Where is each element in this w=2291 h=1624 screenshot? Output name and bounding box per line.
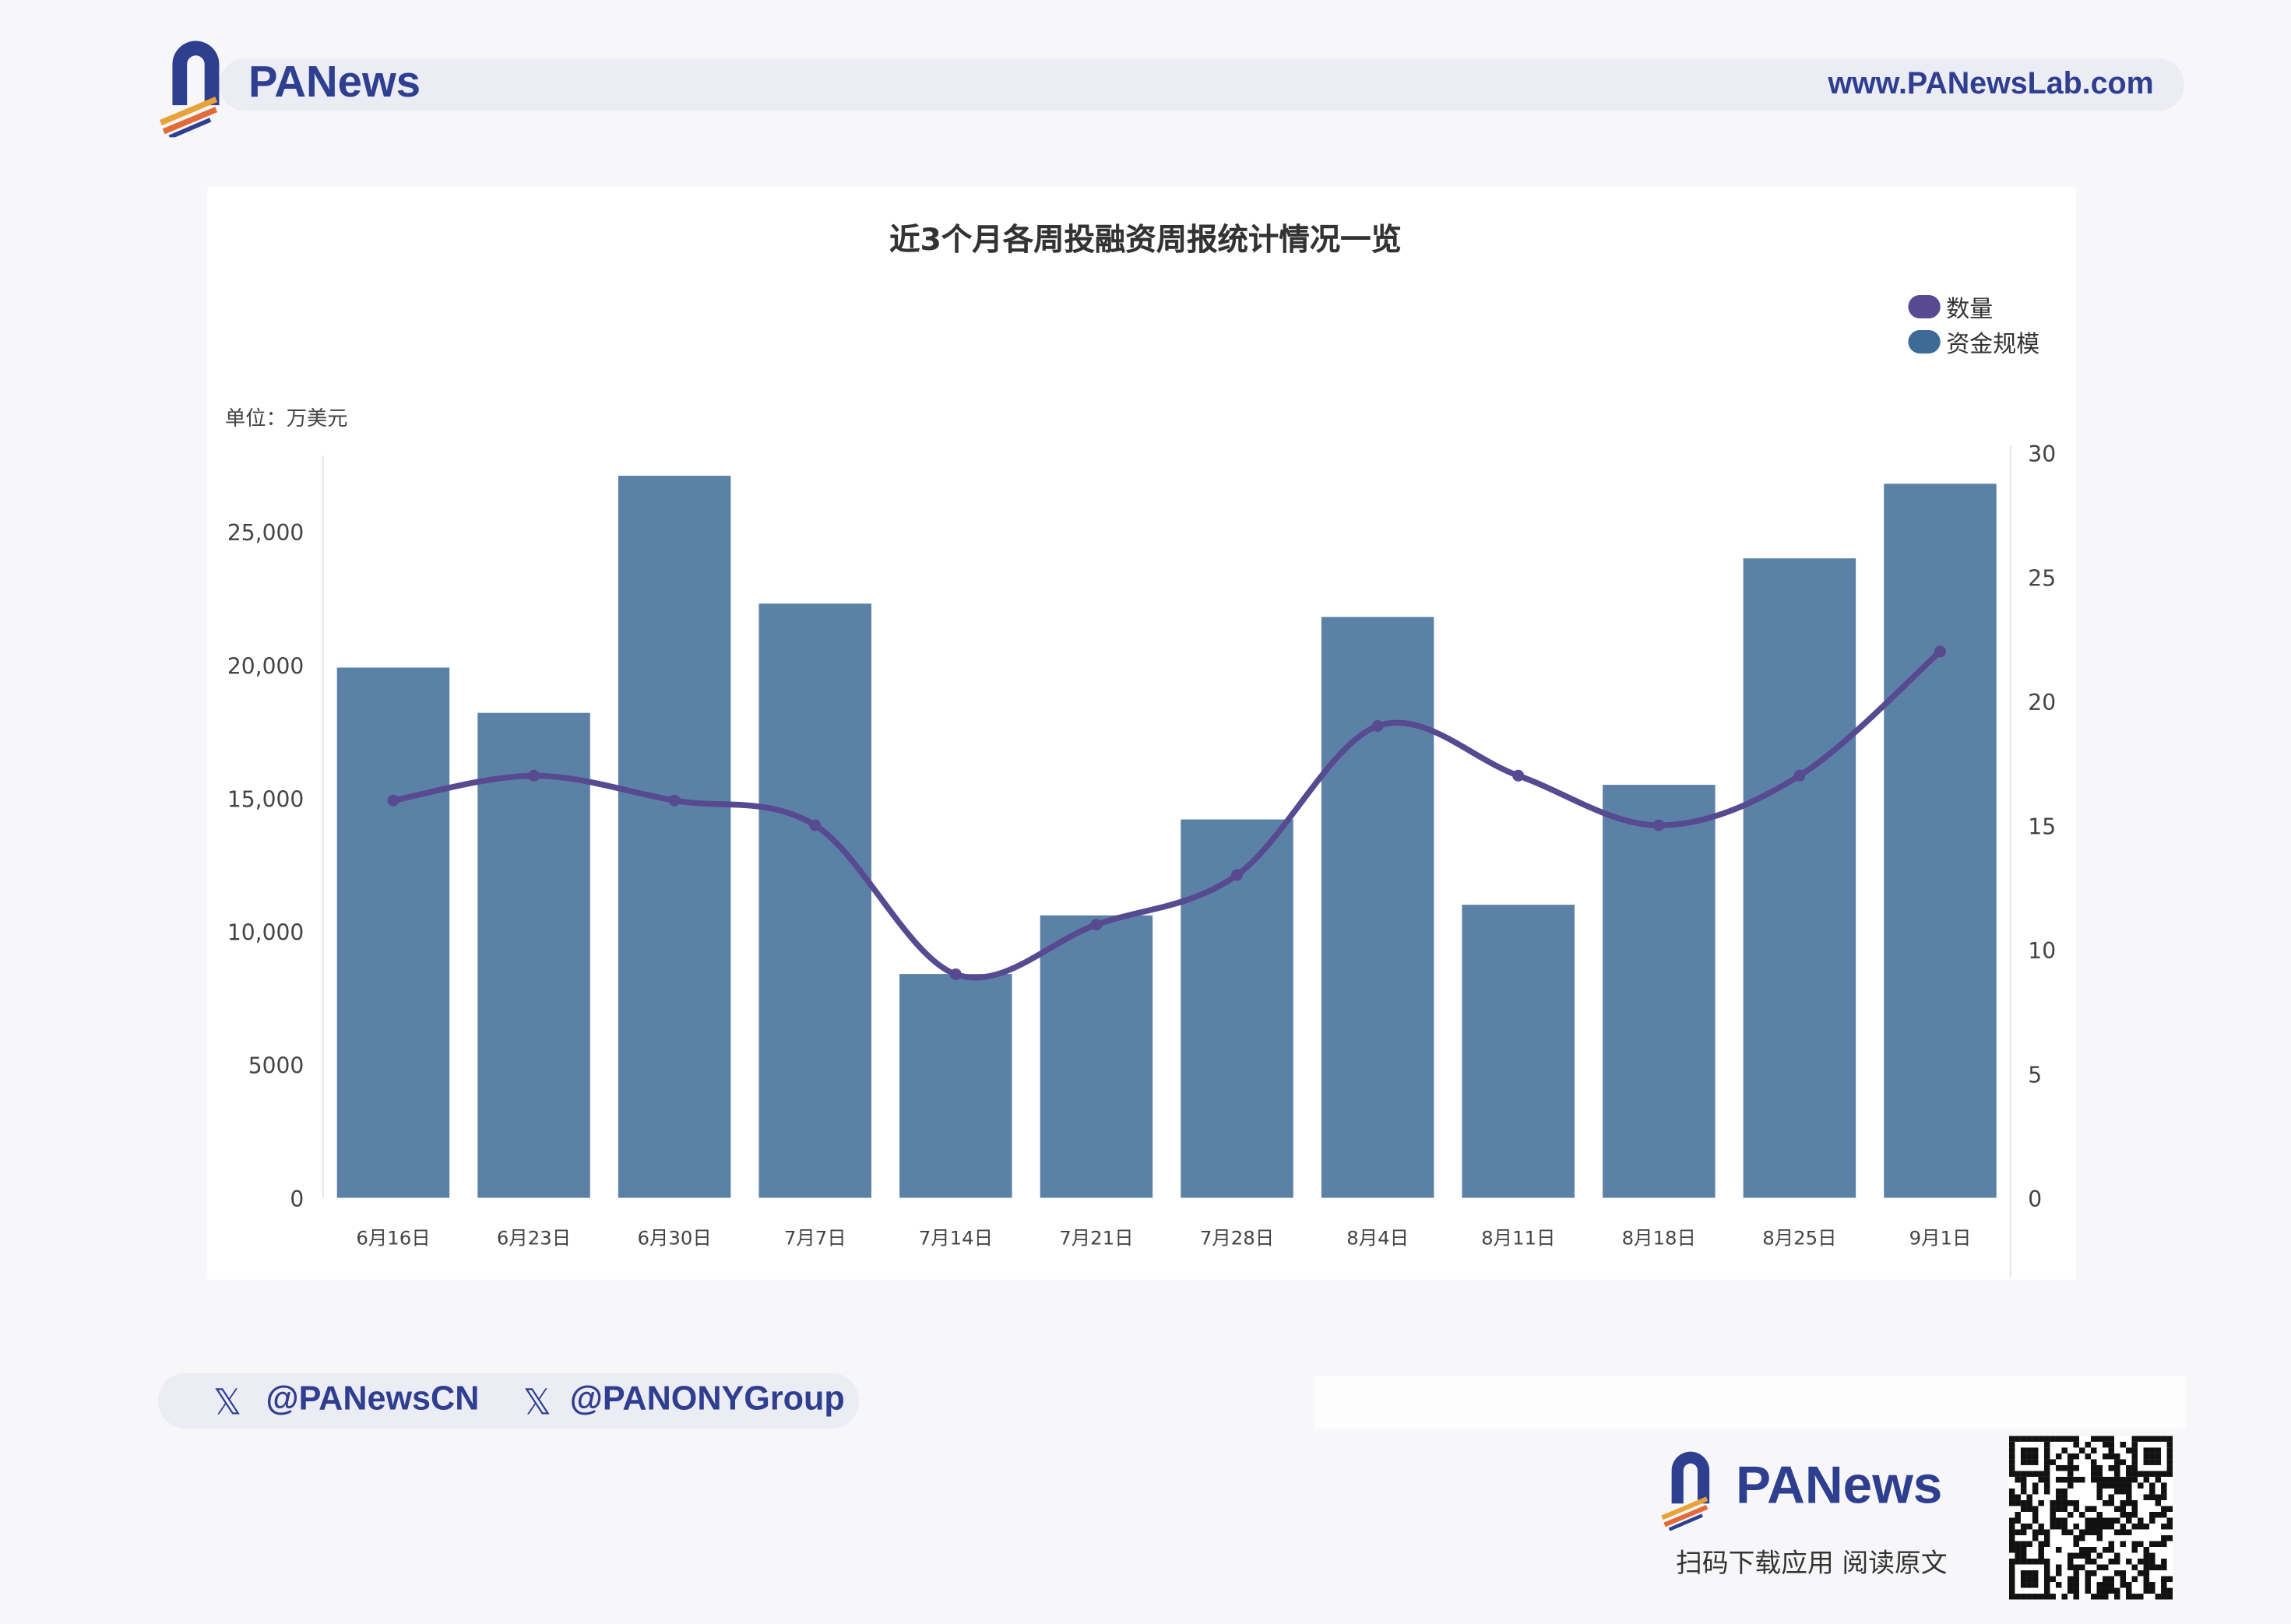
legend-item[interactable]: 资金规模 — [1908, 325, 2039, 360]
bar — [477, 712, 590, 1198]
x-tick-label: 6月30日 — [638, 1227, 712, 1250]
bar — [1884, 483, 1997, 1198]
right-tick-label: 30 — [2028, 441, 2056, 467]
bar — [899, 974, 1012, 1198]
count-point — [949, 968, 962, 980]
count-point — [1371, 720, 1384, 733]
legend-label: 资金规模 — [1946, 330, 2040, 358]
count-point — [1512, 769, 1525, 782]
count-point — [1934, 645, 1946, 658]
legend-item[interactable]: 数量 — [1908, 290, 2039, 325]
legend-swatch — [1908, 295, 1941, 319]
footer-brand: PANews — [1736, 1454, 1943, 1515]
count-point — [1652, 819, 1665, 831]
count-point — [1793, 769, 1806, 782]
left-tick-label: 5000 — [248, 1053, 304, 1079]
x-tick-label: 7月21日 — [1059, 1227, 1133, 1250]
social-handle[interactable]: @PANONYGroup — [569, 1379, 845, 1418]
x-tick-label: 9月1日 — [1909, 1227, 1972, 1250]
bar — [1743, 558, 1856, 1198]
social-bar — [157, 1373, 860, 1429]
right-tick-label: 25 — [2028, 565, 2056, 591]
footer-strip — [1314, 1376, 2186, 1429]
qr-code-icon[interactable] — [2008, 1436, 2173, 1600]
left-tick-label: 0 — [290, 1186, 304, 1212]
bar — [336, 667, 450, 1198]
x-icon: 𝕏 — [523, 1381, 552, 1423]
unit-label: 单位：万美元 — [224, 407, 348, 431]
count-point — [387, 794, 399, 807]
panews-logo-icon — [1661, 1451, 1710, 1531]
bar — [1321, 617, 1434, 1198]
x-tick-label: 7月28日 — [1200, 1227, 1274, 1250]
bar — [1181, 819, 1293, 1198]
left-tick-label: 25,000 — [227, 520, 304, 546]
x-tick-label: 8月4日 — [1346, 1227, 1409, 1250]
x-tick-label: 8月11日 — [1481, 1227, 1555, 1250]
right-tick-label: 20 — [2028, 690, 2056, 715]
x-icon: 𝕏 — [213, 1381, 242, 1423]
left-tick-label: 20,000 — [227, 653, 304, 679]
bar — [618, 476, 731, 1198]
panews-logo-icon — [159, 40, 220, 138]
chart-legend: 数量 资金规模 — [1908, 290, 2039, 360]
x-tick-label: 7月14日 — [919, 1227, 993, 1250]
brand-name: PANews — [248, 58, 421, 107]
bar — [1462, 905, 1575, 1198]
bar — [758, 603, 871, 1198]
right-tick-label: 10 — [2028, 938, 2056, 964]
chart-title: 近3个月各周投融资周报统计情况一览 — [889, 222, 1402, 258]
social-handle[interactable]: @PANewsCN — [266, 1379, 480, 1418]
legend-swatch — [1908, 330, 1941, 354]
x-tick-label: 6月23日 — [497, 1227, 571, 1250]
count-point — [1231, 869, 1244, 881]
count-point — [668, 794, 681, 807]
count-point — [528, 769, 540, 782]
left-tick-label: 15,000 — [227, 786, 304, 812]
legend-label: 数量 — [1946, 295, 1994, 323]
chart-plot: 0 5000 10,000 15,000 20,000 25,000 0 5 10 15 20 25 3… — [227, 441, 2056, 1278]
right-tick-label: 15 — [2028, 814, 2056, 839]
x-tick-label: 8月18日 — [1622, 1227, 1696, 1250]
count-point — [809, 819, 822, 831]
x-tick-label: 7月7日 — [784, 1227, 846, 1250]
bar — [1603, 785, 1716, 1198]
x-tick-label: 8月25日 — [1762, 1227, 1836, 1250]
right-tick-label: 5 — [2028, 1062, 2042, 1088]
count-point — [1090, 919, 1103, 931]
left-tick-label: 10,000 — [227, 920, 304, 946]
x-tick-label: 6月16日 — [356, 1227, 430, 1250]
scan-text: 扫码下载应用 阅读原文 — [1676, 1548, 1948, 1580]
header-bar — [219, 58, 2185, 111]
website-link[interactable]: www.PANewsLab.com — [1828, 67, 2154, 101]
bar — [1040, 915, 1153, 1198]
right-tick-label: 0 — [2028, 1186, 2042, 1212]
